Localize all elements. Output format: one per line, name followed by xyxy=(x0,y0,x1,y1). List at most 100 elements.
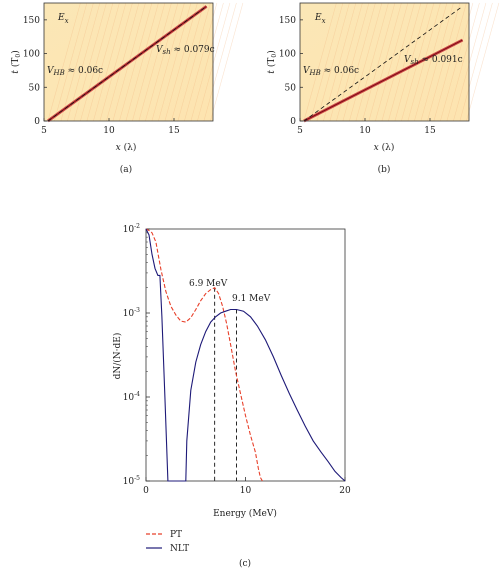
heatmap-a-frame xyxy=(43,2,214,122)
b-field-stripe xyxy=(329,2,363,122)
spectrum-xtick-label: 0 xyxy=(143,486,149,496)
spectrum-ytick-label: 10-2 xyxy=(123,223,140,235)
b-field-stripe xyxy=(355,2,389,122)
spectrum-ytick-label: 10-4 xyxy=(123,391,140,403)
b-field-stripe xyxy=(466,2,500,122)
b-field-stripe xyxy=(342,2,376,122)
a-field-stripe xyxy=(132,2,166,122)
b-xtick-label: 15 xyxy=(424,126,436,136)
a-field-stripe xyxy=(177,2,211,122)
a-xtick-label: 10 xyxy=(103,126,115,136)
b-xtick-label: 10 xyxy=(359,126,371,136)
xlabel-c: Energy (MeV) xyxy=(213,508,277,519)
b-field-stripe xyxy=(433,2,467,122)
a-field-stripe xyxy=(203,2,237,122)
spectrum-series xyxy=(145,228,346,482)
a-ytick-label: 0 xyxy=(34,117,40,127)
heatmap-a-marks xyxy=(47,5,208,123)
panel-c: 0 10 20 10-2 10-3 10-4 10-5 6.9 MeV 9.1 MeV En… xyxy=(112,223,351,569)
a-field-stripe xyxy=(171,2,205,122)
b-ytick-label: 150 xyxy=(279,16,296,26)
annotation-vhb-b: VHB ≈ 0.06c xyxy=(303,66,359,77)
a-field-stripe xyxy=(145,2,179,122)
spectrum-ticks: 0 10 20 10-2 10-3 10-4 10-5 xyxy=(123,223,351,496)
b-field-stripe xyxy=(414,2,448,122)
annotation-vhb-a: VHB ≈ 0.06c xyxy=(47,66,103,77)
a-field-stripe xyxy=(210,2,244,122)
b-field-stripe xyxy=(375,2,409,122)
ylabel-c: dN/(N·dE) xyxy=(112,333,123,380)
peak-label-nlt: 9.1 MeV xyxy=(232,294,271,304)
annotation-vsh-a: Vsh ≈ 0.079c xyxy=(156,45,215,56)
b-ytick-label: 0 xyxy=(290,117,296,127)
spectrum-peak-lines xyxy=(214,287,237,481)
spectrum-xtick-label: 10 xyxy=(240,486,252,496)
b-field-stripe xyxy=(453,2,487,122)
b-ytick-label: 100 xyxy=(279,50,296,60)
legend-label-pt: PT xyxy=(170,530,182,540)
spectrum-ytick-label: 10-3 xyxy=(123,307,140,319)
a-dashed-line xyxy=(47,6,207,122)
legend-label-nlt: NLT xyxy=(170,544,189,554)
a-field-stripe xyxy=(99,2,133,122)
a-ytick-label: 50 xyxy=(29,83,41,93)
a-field-stripe xyxy=(47,2,81,122)
b-xtick-label: 5 xyxy=(297,126,303,136)
a-field-stripe xyxy=(54,2,88,122)
a-field-stripe xyxy=(119,2,153,122)
annotation-vsh-b: Vsh ≈ 0.091c xyxy=(404,55,463,66)
spectrum-ytick-label: 10-5 xyxy=(123,475,140,487)
a-field-stripe xyxy=(197,2,231,122)
caption-c: (c) xyxy=(239,558,251,569)
a-ytick-label: 100 xyxy=(23,50,40,60)
b-ytick-label: 50 xyxy=(285,83,297,93)
caption-b: (b) xyxy=(378,164,391,175)
spectrum-xtick-label: 20 xyxy=(339,486,351,496)
b-field-stripe xyxy=(388,2,422,122)
heatmap-b-field-stripes xyxy=(303,2,500,122)
b-field-stripe xyxy=(459,2,493,122)
a-field-stripe xyxy=(190,2,224,122)
b-field-stripe xyxy=(420,2,454,122)
b-field-stripe xyxy=(440,2,474,122)
series-pt-line xyxy=(145,228,263,482)
b-field-stripe xyxy=(323,2,357,122)
a-field-stripe xyxy=(73,2,107,122)
b-field-stripe xyxy=(427,2,461,122)
a-field-stripe xyxy=(164,2,198,122)
ylabel-b: t(T0) xyxy=(266,50,278,73)
a-field-stripe xyxy=(60,2,94,122)
a-field-stripe xyxy=(138,2,172,122)
b-field-stripe xyxy=(407,2,441,122)
a-field-stripe xyxy=(151,2,185,122)
b-field-stripe xyxy=(362,2,396,122)
a-field-stripe xyxy=(184,2,218,122)
b-field-stripe xyxy=(303,2,337,122)
b-field-stripe xyxy=(316,2,350,122)
field-label-b: Ex xyxy=(314,13,326,25)
a-field-stripe xyxy=(106,2,140,122)
heatmap-b-background xyxy=(300,3,469,121)
a-xtick-label: 15 xyxy=(168,126,180,136)
a-field-stripe xyxy=(93,2,127,122)
ylabel-a: t(T0) xyxy=(10,50,22,73)
a-field-stripe xyxy=(86,2,120,122)
legend: PT NLT xyxy=(146,530,189,554)
peak-label-pt: 6.9 MeV xyxy=(189,279,228,289)
xlabel-a: x (λ) xyxy=(116,142,137,153)
series-nlt-line xyxy=(145,228,346,482)
xlabel-b: x (λ) xyxy=(374,142,395,153)
b-field-stripe xyxy=(349,2,383,122)
caption-a: (a) xyxy=(120,164,132,175)
b-field-stripe xyxy=(394,2,428,122)
heatmap-b-marks xyxy=(303,6,464,123)
b-front-core xyxy=(303,39,463,122)
a-field-stripe xyxy=(125,2,159,122)
b-field-stripe xyxy=(310,2,344,122)
b-dashed-line xyxy=(303,6,463,122)
b-field-stripe xyxy=(381,2,415,122)
